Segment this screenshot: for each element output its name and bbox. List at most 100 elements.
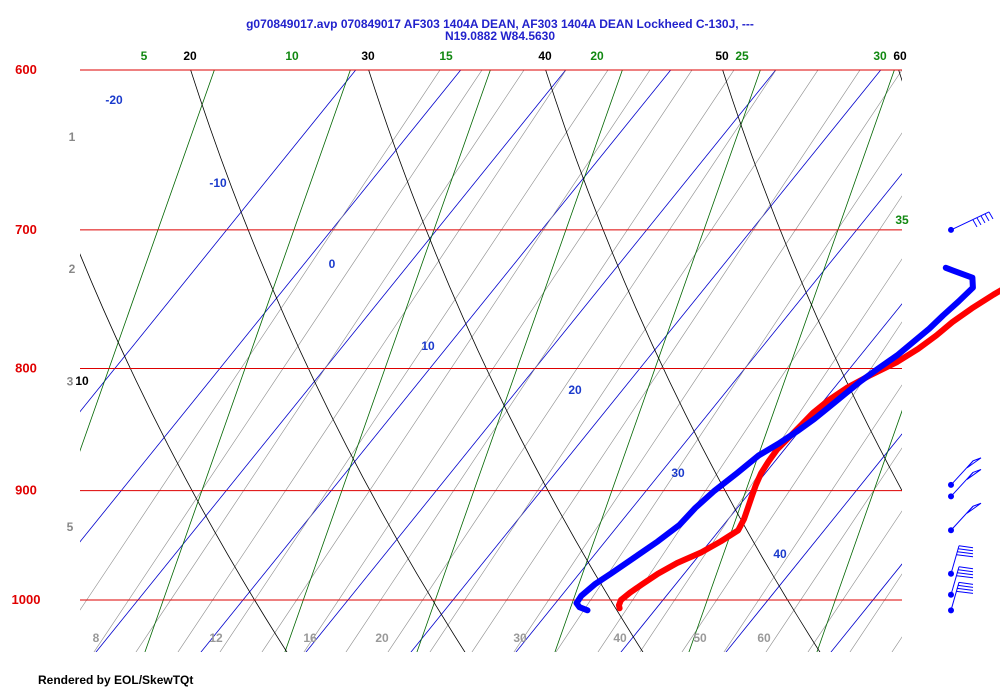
wind-barb-feather [972, 219, 978, 228]
isobar-lines [80, 69, 902, 601]
wind-barb [950, 457, 982, 486]
isotherm-line [80, 70, 357, 413]
mixing-ratio-label: 60 [757, 631, 771, 645]
pressure-label: 600 [15, 62, 37, 77]
mixing-ratio-line [471, 70, 861, 652]
isotherm-label: 0 [329, 257, 336, 271]
wind-barb-feather [956, 554, 974, 558]
mixing-ratio-label: 50 [693, 631, 707, 645]
wind-barb-feather [957, 551, 974, 555]
wind-barb-feather [976, 217, 982, 226]
title-line-1: g070849017.avp 070849017 AF303 1404A DEA… [246, 17, 754, 31]
wind-barb-feather [956, 575, 974, 579]
isotherm-label: 10 [421, 339, 435, 353]
moist-adiabat-label: 15 [439, 49, 453, 63]
moist-adiabat-label: 35 [895, 213, 909, 227]
moist-adiabat-line [816, 409, 902, 652]
moist-adiabat-line [416, 70, 623, 652]
wind-barb-feather [957, 587, 974, 591]
mixing-ratio-line [807, 510, 902, 652]
isotherm-line [410, 70, 882, 652]
dry-adiabat-label: 10 [75, 374, 89, 388]
moist-adiabat-line [554, 70, 761, 652]
wind-barbs [948, 211, 994, 614]
mixing-ratio-line [261, 70, 651, 652]
mixing-ratio-line [387, 70, 777, 652]
moist-adiabat-line [688, 70, 895, 652]
wind-barb-staff [950, 545, 960, 574]
mixing-ratio-line [902, 40, 1000, 700]
mixing-ratio-line [513, 70, 902, 652]
mixing-ratio-line [555, 132, 902, 652]
dry-adiabat-label: 30 [361, 49, 375, 63]
wind-barb-feather [980, 215, 986, 224]
mixing-ratio-line [345, 70, 735, 652]
mixing-ratio-label: 40 [613, 631, 627, 645]
mixing-ratio-line [681, 321, 902, 652]
isotherm-label: 20 [568, 383, 582, 397]
moist-adiabat-label: 25 [735, 49, 749, 63]
wind-barb [950, 502, 982, 531]
mixing-ratio-line [303, 70, 693, 652]
wind-barb-feather [958, 566, 974, 570]
wind-barb-feather [956, 590, 974, 594]
wind-barb [950, 468, 982, 497]
mixing-ratio-line [219, 70, 609, 652]
pressure-label: 800 [15, 360, 37, 375]
wind-barb-staff [950, 211, 990, 231]
altitude-label: 1 [69, 130, 76, 144]
wind-barb-flag [966, 502, 982, 514]
wind-barb-staff [950, 582, 960, 611]
moist-adiabat-line [930, 20, 1000, 700]
wind-barb-staff [950, 566, 960, 595]
dry-adiabat-line [190, 70, 466, 652]
isotherm-line [80, 70, 462, 543]
wind-barb-feather [958, 581, 974, 585]
wind-barb-feather [958, 545, 974, 549]
mixing-ratio-label: 20 [375, 631, 389, 645]
wind-barb-feather [988, 211, 994, 220]
wind-barb [950, 566, 974, 595]
isotherm-line [200, 70, 672, 652]
mixing-ratio-line [849, 573, 902, 652]
mixing-ratio-label: 16 [303, 631, 317, 645]
wind-barb-feather [958, 548, 974, 552]
mixing-ratio-line [429, 70, 819, 652]
mixing-ratio-line [986, 40, 1000, 700]
dry-adiabat-label: 20 [183, 49, 197, 63]
mixing-ratio-line [80, 70, 441, 611]
grid-lines [80, 20, 1000, 700]
pressure-label: 1000 [12, 592, 41, 607]
mixing-ratio-line [93, 70, 483, 652]
dry-adiabat-label: 50 [715, 49, 729, 63]
isotherm-label: -20 [105, 93, 123, 107]
isotherm-label: -10 [209, 176, 227, 190]
mixing-ratio-line [723, 384, 902, 652]
chart-title: g070849017.avp 070849017 AF303 1404A DEA… [120, 18, 880, 42]
dry-adiabat-line [722, 70, 902, 492]
isotherm-line [305, 70, 777, 652]
temperature-trace [615, 287, 1000, 612]
wind-barb-feather [957, 572, 974, 576]
wind-barb-feather [958, 569, 974, 573]
isotherm-line [515, 173, 902, 652]
isotherm-label: 30 [671, 466, 685, 480]
isotherm-line [620, 303, 902, 652]
wind-barb [950, 545, 974, 574]
mixing-ratio-label: 12 [209, 631, 223, 645]
isotherm-label: 40 [773, 547, 787, 561]
altitude-label: 2 [69, 262, 76, 276]
wind-barb [950, 211, 994, 231]
footer-credit: Rendered by EOL/SkewTQt [38, 673, 194, 687]
pressure-label: 900 [15, 483, 37, 498]
moist-adiabat-line [144, 70, 351, 652]
isotherm-line [95, 70, 567, 652]
dewpoint-trace [573, 264, 976, 614]
mixing-ratio-line [765, 447, 902, 652]
moist-adiabat-label: 10 [285, 49, 299, 63]
title-line-2: N19.0882 W84.5630 [444, 29, 556, 43]
mixing-ratio-line [177, 70, 567, 652]
dry-adiabat-label: 60 [893, 49, 907, 63]
